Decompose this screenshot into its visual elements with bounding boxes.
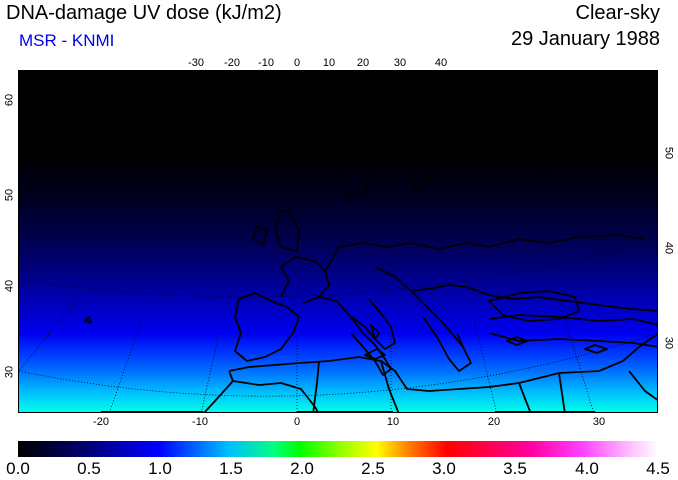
left-lat-tick: 50: [3, 188, 16, 202]
uv-dose-map: [18, 70, 658, 413]
left-lat-tick: 40: [3, 279, 16, 293]
map-title: DNA-damage UV dose (kJ/m2): [6, 2, 282, 24]
left-lat-tick: 30: [3, 365, 16, 379]
bottom-lon-tick: 10: [386, 416, 400, 428]
bottom-lon-tick: 20: [487, 416, 501, 428]
colorbar-label: 2.5: [361, 459, 385, 478]
right-lat-tick: 40: [662, 241, 675, 255]
colorbar-label: 0.5: [77, 459, 101, 478]
top-lon-tick: -10: [258, 57, 274, 69]
colorbar-label: 4.0: [575, 459, 599, 478]
sky-condition-label: Clear-sky: [575, 2, 660, 24]
color-scale-bar: [18, 441, 658, 457]
colorbar-label: 1.0: [148, 459, 172, 478]
colorbar-label: 1.5: [219, 459, 243, 478]
date-label: 29 January 1988: [510, 28, 660, 50]
source-label: MSR - KNMI: [19, 31, 115, 50]
top-lon-tick: 20: [356, 57, 370, 69]
colorbar-label: 2.0: [290, 459, 314, 478]
left-lat-tick: 60: [3, 93, 16, 107]
bottom-lon-tick: -20: [93, 416, 109, 428]
top-lon-tick: -20: [224, 57, 240, 69]
bottom-lon-tick: 0: [293, 416, 301, 428]
coastlines: [84, 110, 657, 412]
top-tick-marks: [195, 71, 435, 74]
top-lon-tick: -30: [188, 57, 204, 69]
map-overlay: [19, 71, 657, 412]
bottom-tick-marks: [101, 411, 595, 412]
colorbar-label: 3.0: [432, 459, 456, 478]
bottom-lon-tick: -10: [192, 416, 208, 428]
graticule: [19, 71, 657, 412]
top-lon-tick: 40: [434, 57, 448, 69]
bottom-lon-tick: 30: [592, 416, 606, 428]
colorbar-label: 4.5: [646, 459, 670, 478]
top-lon-tick: 30: [393, 57, 407, 69]
right-lat-tick: 50: [662, 146, 675, 160]
colorbar-label: 0.0: [6, 459, 30, 478]
top-lon-tick: 10: [322, 57, 336, 69]
top-lon-tick: 0: [293, 57, 301, 69]
right-lat-tick: 30: [662, 336, 675, 350]
colorbar-label: 3.5: [503, 459, 527, 478]
